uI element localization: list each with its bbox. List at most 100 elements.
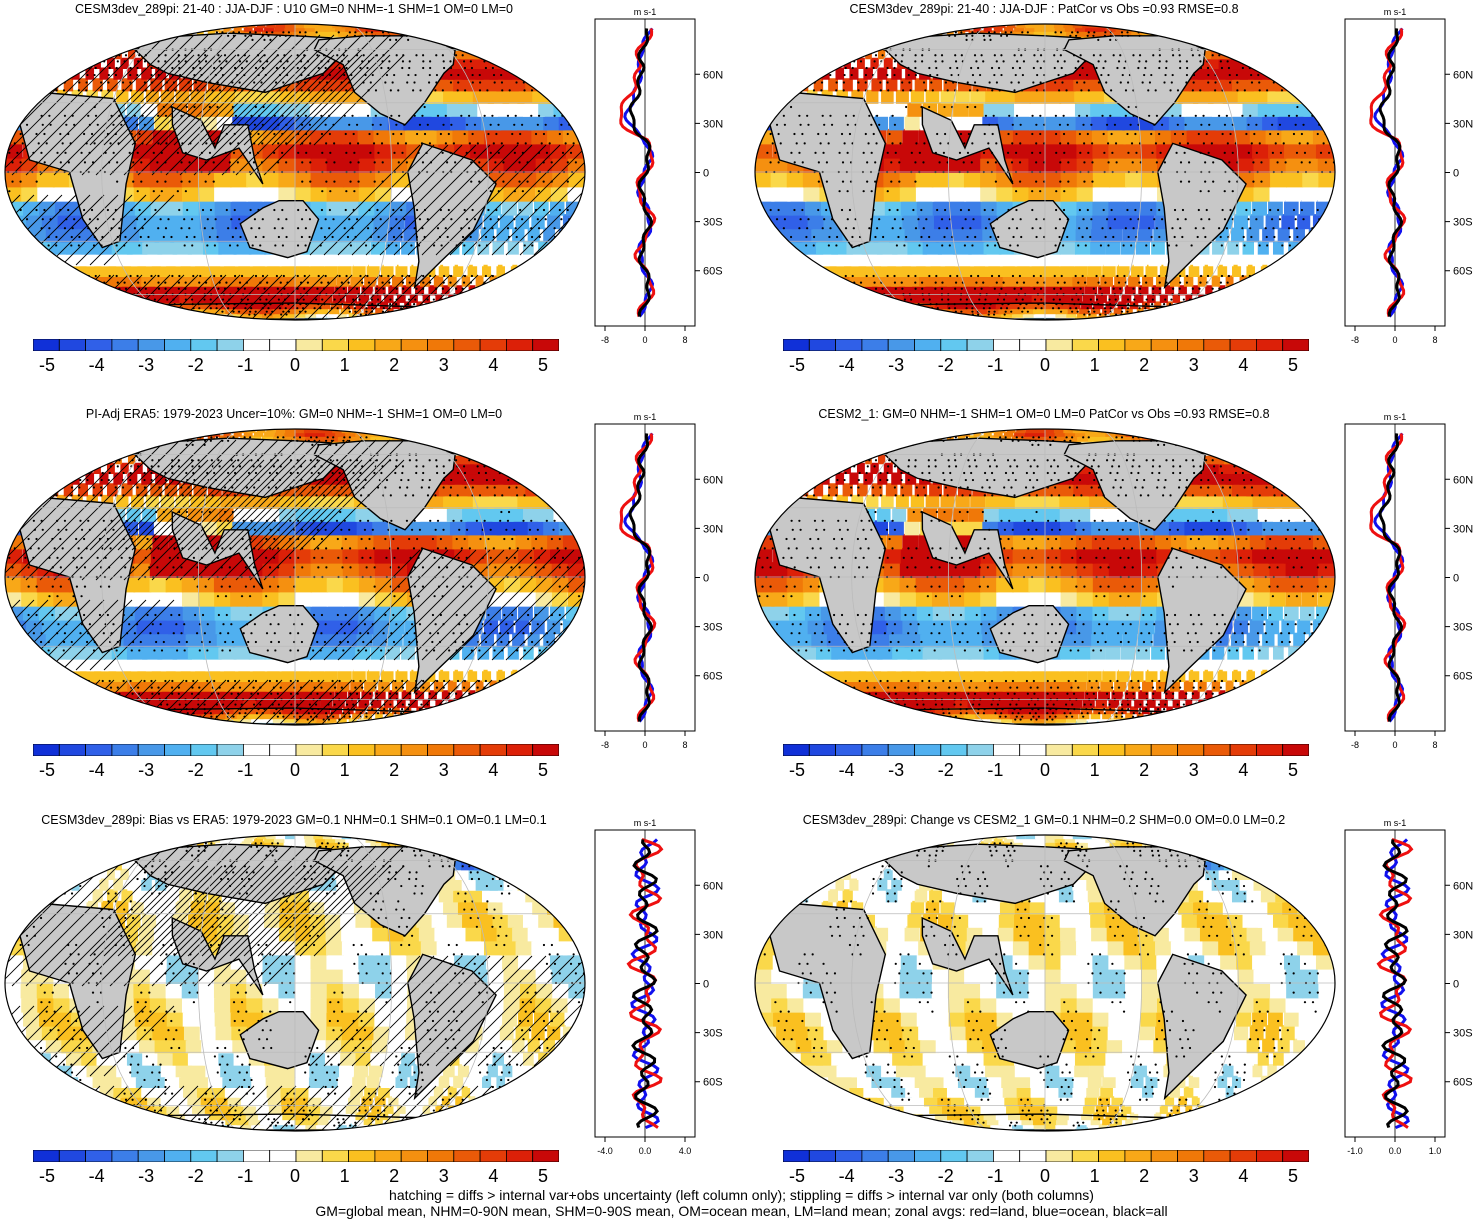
field-cell [262,128,281,145]
field-cell [337,717,347,723]
field-cell [849,717,874,723]
field-cell [486,142,505,159]
field-cell [356,115,375,131]
field-cell [76,1104,102,1114]
field-cell [468,435,493,442]
field-cell [771,185,791,202]
field-cell [1092,171,1111,188]
field-cell [172,301,193,310]
field-cell [102,1104,126,1114]
field-cell [164,30,170,37]
field-cell [1060,590,1078,607]
field-cell [531,67,556,80]
field-cell [149,562,168,578]
field-cell [825,706,850,715]
field-cell [256,698,272,708]
field-cell [1044,157,1063,173]
field-cell [1218,435,1243,442]
field-cell [294,680,310,692]
field-cell [235,253,253,267]
field-cell [475,680,484,692]
field-cell [1242,645,1255,660]
field-cell [1151,285,1162,296]
field-cell [1035,24,1046,29]
field-cell [1148,658,1162,672]
field-cell [111,316,136,320]
field-cell [1297,253,1306,267]
field-cell [326,619,343,635]
field-cell [830,462,837,475]
field-cell [955,253,974,267]
field-cell [1166,26,1188,32]
field-cell [1222,253,1234,267]
colorbar-box [887,339,915,351]
field-cell [205,253,224,267]
field-cell [501,446,527,456]
field-cell [233,645,252,660]
field-cell [317,712,329,720]
field-cell [1301,562,1320,578]
field-cell [184,706,204,715]
field-cell [892,240,913,255]
field-cell [891,472,902,485]
field-cell [308,669,324,682]
field-cell [230,157,248,173]
field-cell [142,316,164,320]
continent-outline [769,91,887,249]
colorbar-tick-label: -2 [937,355,954,375]
field-cell [881,30,885,37]
field-cell [27,494,38,509]
field-cell [261,717,276,723]
field-cell [1012,576,1030,593]
field-cell [110,440,114,449]
field-cell [1281,275,1288,287]
zonal-x-tick-label: -8 [601,335,609,345]
field-cell [1102,264,1116,277]
field-cell [932,26,938,32]
field-cell [1277,227,1290,243]
field-cell [431,102,452,117]
field-cell [1206,312,1209,318]
field-cell [219,429,225,434]
field-cell [1253,275,1261,287]
colorbar-tick-label: -1 [987,355,1004,375]
field-cell [1183,680,1194,692]
field-cell [1196,431,1220,437]
field-cell [111,1127,136,1131]
field-cell [953,240,972,255]
field-cell [355,645,371,660]
field-cell [305,717,317,723]
field-cell [839,454,846,465]
colorbar-box [1203,744,1231,756]
field-cell [465,301,469,310]
field-cell [435,721,439,725]
field-cell [836,35,839,44]
field-cell [1155,128,1174,145]
field-cell [381,669,394,682]
field-cell [1236,200,1252,216]
field-cell [1252,142,1272,159]
zonal-x-tick-label: 0 [1392,335,1397,345]
field-cell [436,431,459,437]
field-cell [149,590,169,607]
field-cell [436,26,459,32]
field-cell [877,49,886,60]
field-cell [440,706,446,715]
field-cell [1001,669,1019,682]
field-cell [155,275,176,287]
field-cell [294,142,313,159]
field-cell [348,30,366,37]
field-cell [185,632,205,648]
field-cell [881,717,904,723]
field-cell [1122,227,1138,243]
field-cell [203,316,221,320]
field-cell [122,429,127,434]
field-cell [517,472,542,485]
field-cell [1289,669,1297,682]
field-cell [1217,264,1228,277]
field-cell [164,312,185,318]
field-cell [1303,645,1314,660]
field-cell [274,26,286,32]
field-cell [492,645,505,660]
